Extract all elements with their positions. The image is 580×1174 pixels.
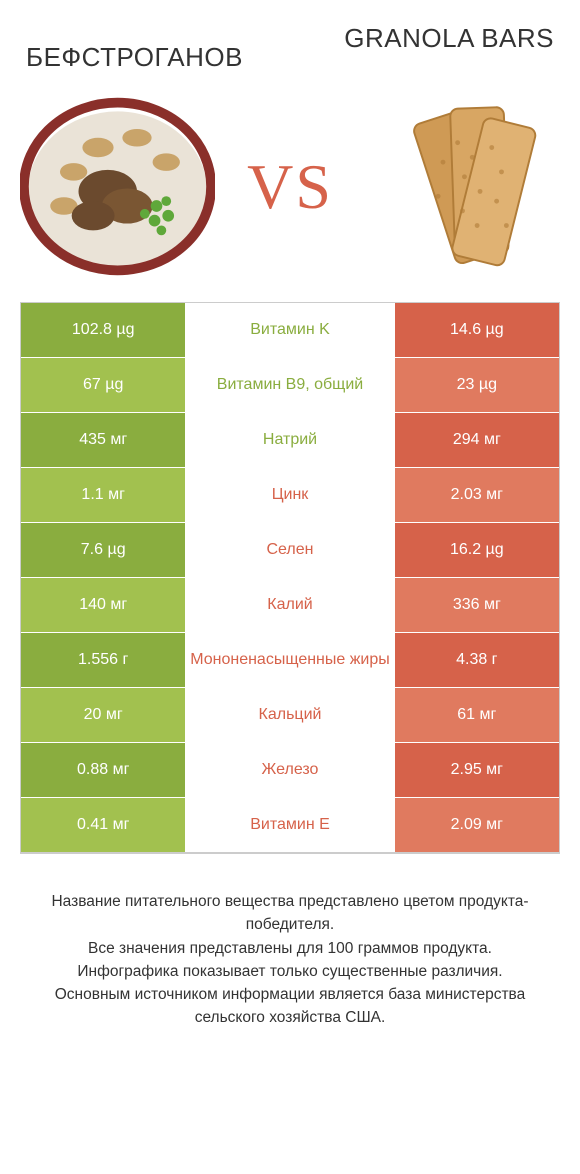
value-right: 2.09 мг bbox=[395, 798, 559, 852]
table-row: 20 мгКальций61 мг bbox=[21, 688, 559, 743]
footer-text: Название питательного вещества представл… bbox=[20, 890, 560, 1030]
nutrient-name: Кальций bbox=[185, 688, 394, 742]
value-left: 7.6 µg bbox=[21, 523, 185, 577]
images-row: VS bbox=[0, 81, 580, 302]
value-right: 294 мг bbox=[395, 413, 559, 467]
nutrient-name: Натрий bbox=[185, 413, 394, 467]
value-right: 336 мг bbox=[395, 578, 559, 632]
nutrient-name: Мононенасыщенные жиры bbox=[185, 633, 394, 687]
nutrient-name: Железо bbox=[185, 743, 394, 797]
footer-line: Все значения представлены для 100 граммо… bbox=[20, 937, 560, 960]
value-right: 23 µg bbox=[395, 358, 559, 412]
table-row: 0.88 мгЖелезо2.95 мг bbox=[21, 743, 559, 798]
product-image-left bbox=[20, 89, 215, 284]
value-left: 435 мг bbox=[21, 413, 185, 467]
nutrient-name: Витамин B9, общий bbox=[185, 358, 394, 412]
value-left: 102.8 µg bbox=[21, 303, 185, 357]
nutrient-name: Селен bbox=[185, 523, 394, 577]
value-left: 0.41 мг bbox=[21, 798, 185, 852]
value-right: 61 мг bbox=[395, 688, 559, 742]
titles-row: БЕФСТРОГАНОВ GRANOLA BARS bbox=[0, 0, 580, 81]
value-right: 14.6 µg bbox=[395, 303, 559, 357]
nutrient-name: Калий bbox=[185, 578, 394, 632]
value-right: 2.95 мг bbox=[395, 743, 559, 797]
table-row: 1.556 гМононенасыщенные жиры4.38 г bbox=[21, 633, 559, 688]
value-right: 16.2 µg bbox=[395, 523, 559, 577]
table-row: 67 µgВитамин B9, общий23 µg bbox=[21, 358, 559, 413]
value-left: 1.1 мг bbox=[21, 468, 185, 522]
table-row: 0.41 мгВитамин E2.09 мг bbox=[21, 798, 559, 853]
value-left: 67 µg bbox=[21, 358, 185, 412]
product-image-right bbox=[365, 89, 560, 284]
table-row: 435 мгНатрий294 мг bbox=[21, 413, 559, 468]
nutrient-name: Витамин E bbox=[185, 798, 394, 852]
footer-line: Название питательного вещества представл… bbox=[20, 890, 560, 937]
footer-line: Основным источником информации является … bbox=[20, 983, 560, 1030]
product-title-left: БЕФСТРОГАНОВ bbox=[26, 24, 290, 73]
nutrient-name: Цинк bbox=[185, 468, 394, 522]
value-right: 2.03 мг bbox=[395, 468, 559, 522]
table-row: 1.1 мгЦинк2.03 мг bbox=[21, 468, 559, 523]
nutrient-name: Витамин K bbox=[185, 303, 394, 357]
table-row: 7.6 µgСелен16.2 µg bbox=[21, 523, 559, 578]
vs-label: VS bbox=[247, 150, 333, 224]
table-row: 102.8 µgВитамин K14.6 µg bbox=[21, 303, 559, 358]
value-left: 20 мг bbox=[21, 688, 185, 742]
beef-stroganoff-illustration bbox=[20, 89, 215, 284]
granola-bars-illustration bbox=[365, 89, 560, 284]
value-left: 140 мг bbox=[21, 578, 185, 632]
infographic-container: БЕФСТРОГАНОВ GRANOLA BARS bbox=[0, 0, 580, 1030]
value-right: 4.38 г bbox=[395, 633, 559, 687]
nutrient-table: 102.8 µgВитамин K14.6 µg67 µgВитамин B9,… bbox=[20, 302, 560, 854]
footer-line: Инфографика показывает только существенн… bbox=[20, 960, 560, 983]
product-title-right: GRANOLA BARS bbox=[290, 24, 554, 54]
value-left: 1.556 г bbox=[21, 633, 185, 687]
table-row: 140 мгКалий336 мг bbox=[21, 578, 559, 633]
value-left: 0.88 мг bbox=[21, 743, 185, 797]
